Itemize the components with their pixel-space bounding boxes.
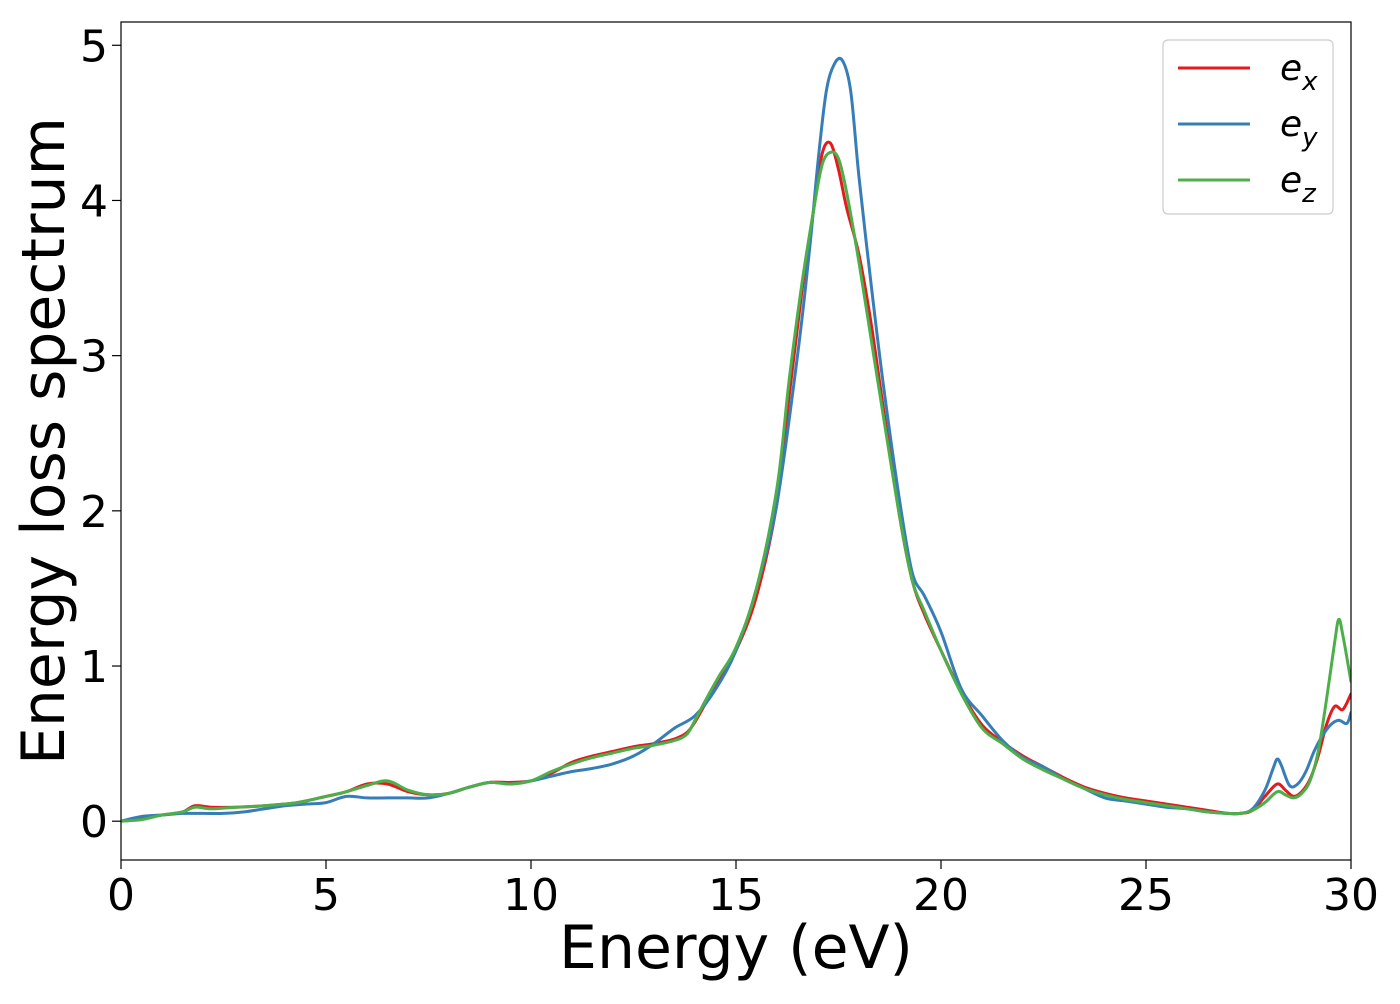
- y-tick-label: 3: [80, 332, 108, 383]
- series-group: [121, 56, 1351, 823]
- y-tick-label: 4: [80, 176, 108, 227]
- x-tick-label: 0: [107, 870, 135, 921]
- y-axis-title: Energy loss spectrum: [9, 117, 79, 765]
- x-tick-label: 5: [312, 870, 340, 921]
- legend-box: [1162, 39, 1334, 215]
- x-tick-label: 20: [913, 870, 969, 921]
- y-tick-label: 5: [80, 21, 108, 72]
- y-tick-label: 0: [80, 797, 108, 848]
- x-tick-label: 30: [1323, 870, 1379, 921]
- x-axis: 0 5 10 15 20 25 30: [107, 860, 1379, 921]
- series-line-z: [121, 150, 1351, 823]
- legend-label-y: ey: [1280, 104, 1318, 153]
- legend-label-z: ez: [1280, 160, 1317, 209]
- legend: ex ey ez: [1162, 39, 1334, 215]
- legend-label-x: ex: [1280, 48, 1318, 97]
- y-axis: 0 1 2 3 4 5: [80, 21, 121, 848]
- x-tick-label: 10: [503, 870, 559, 921]
- x-axis-title: Energy (eV): [559, 913, 913, 983]
- x-tick-label: 25: [1118, 870, 1174, 921]
- x-tick-label: 15: [708, 870, 764, 921]
- y-tick-label: 2: [80, 487, 108, 538]
- y-tick-label: 1: [80, 642, 108, 693]
